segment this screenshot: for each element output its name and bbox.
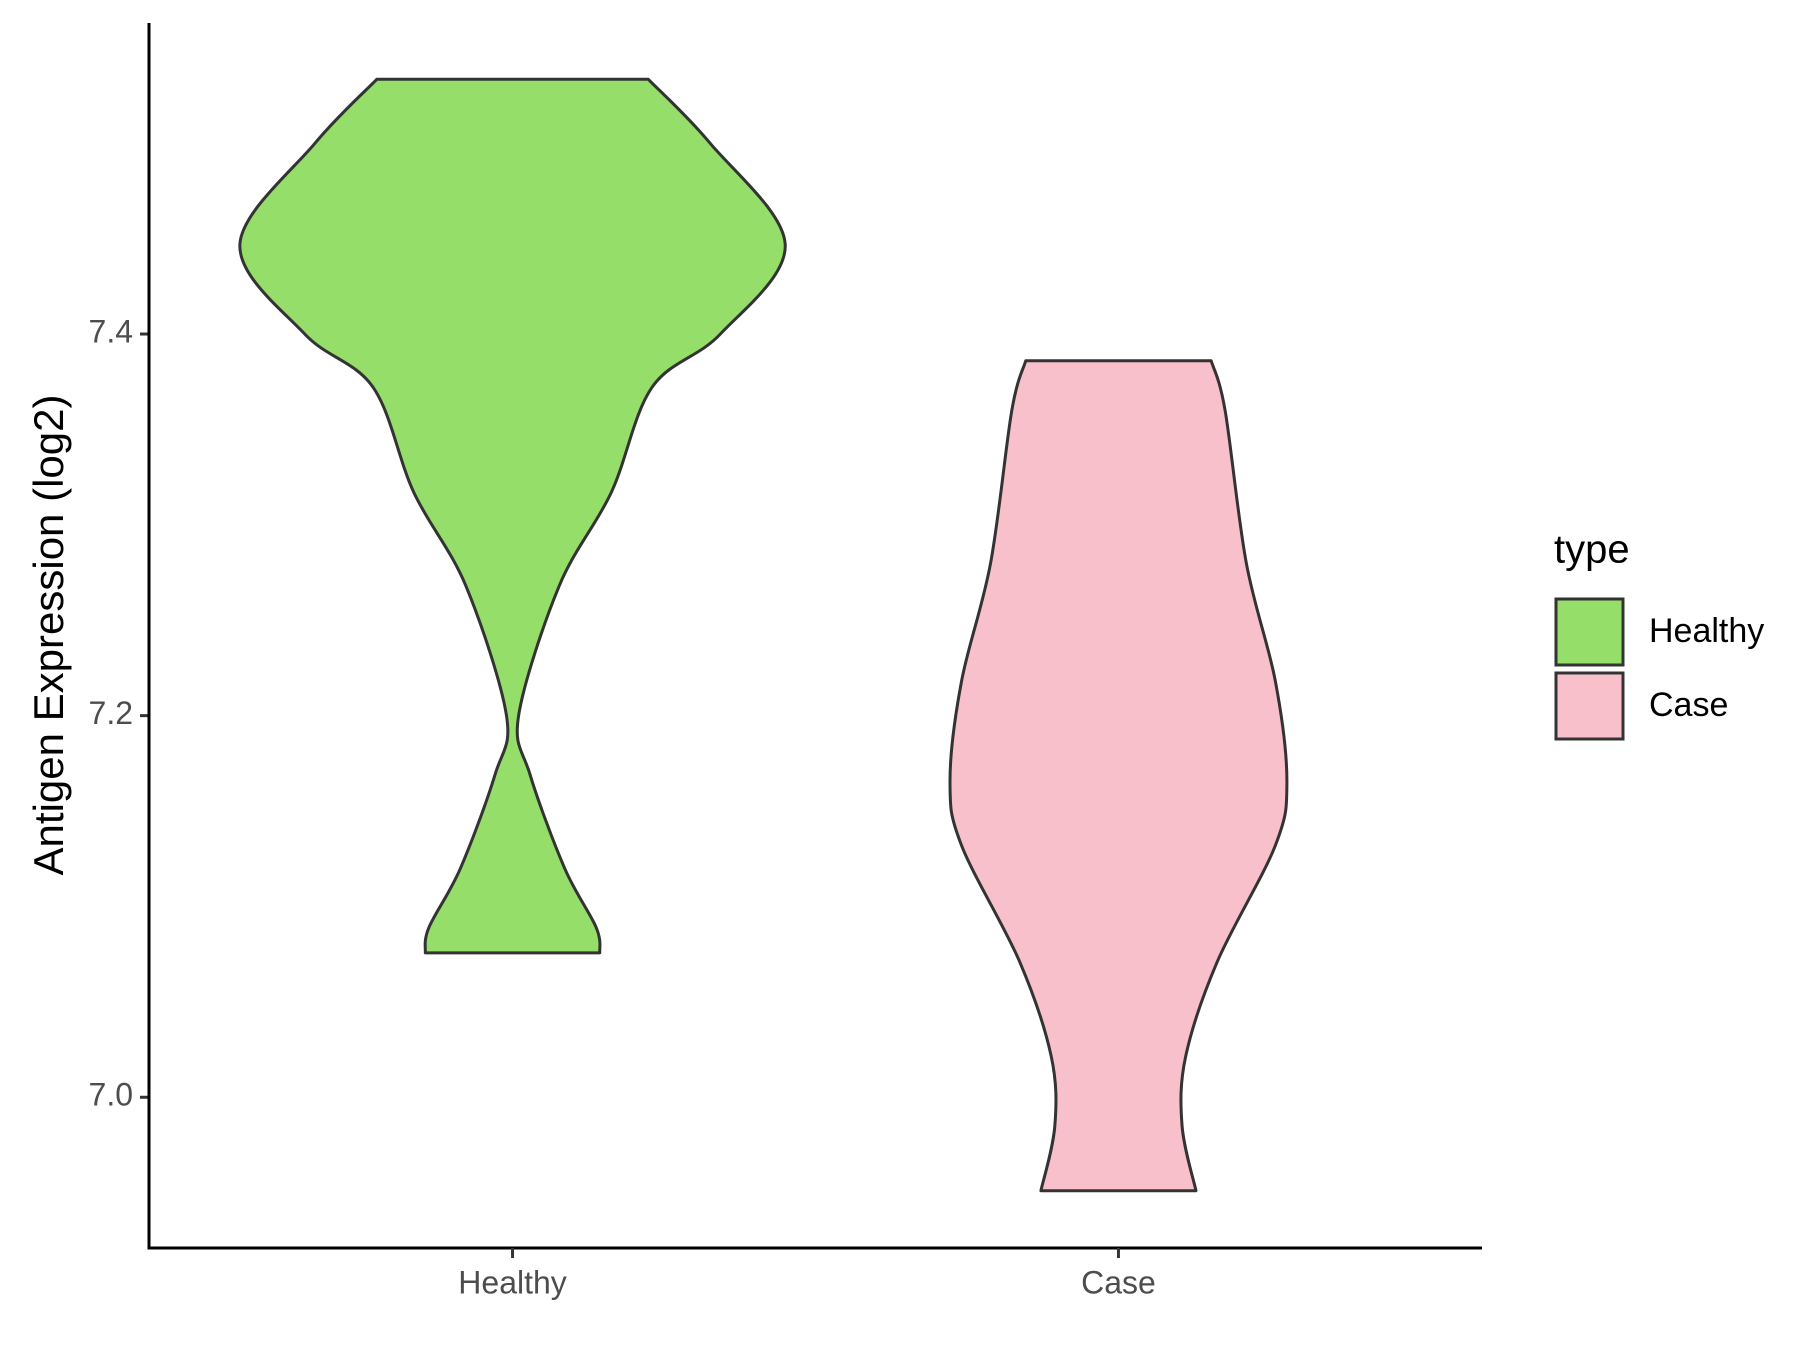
- legend-label: Healthy: [1649, 612, 1764, 650]
- legend-key: [1554, 671, 1625, 741]
- legend-title: type: [1554, 528, 1630, 572]
- legend-key: [1554, 597, 1625, 667]
- legend-label: Case: [1649, 686, 1728, 724]
- x-tick-label: Healthy: [458, 1264, 567, 1300]
- x-tick-label: Case: [1081, 1264, 1156, 1300]
- y-axis-title: Antigen Expression (log2): [25, 395, 72, 876]
- y-tick-label: 7.2: [89, 695, 133, 731]
- violin: [948, 359, 1289, 1193]
- y-tick-label: 7.4: [89, 313, 133, 349]
- violin: [238, 77, 787, 955]
- y-tick-label: 7.0: [89, 1077, 133, 1113]
